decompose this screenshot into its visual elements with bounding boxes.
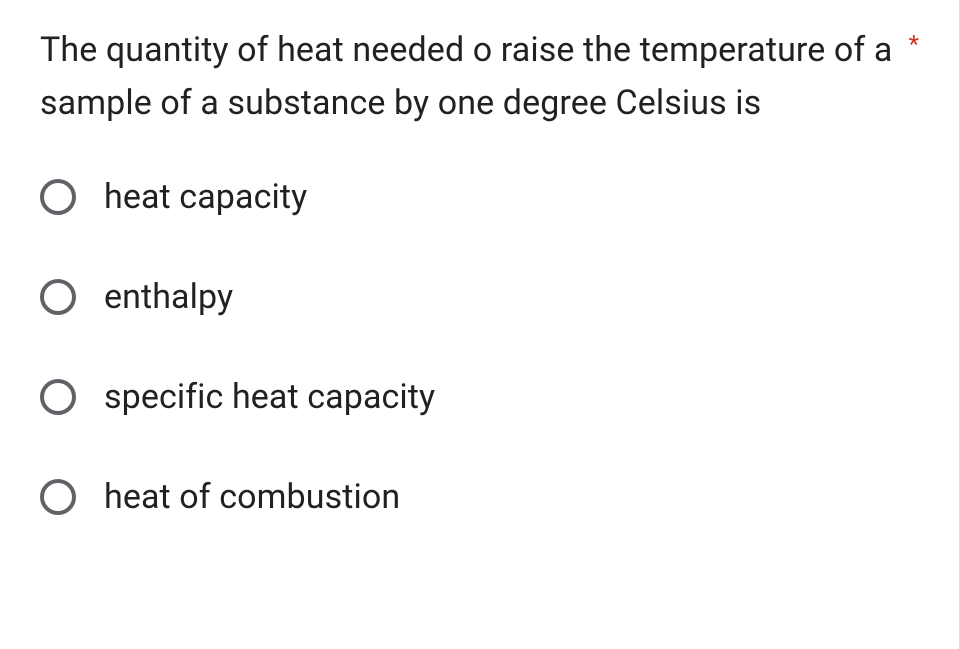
option-label: heat capacity (104, 177, 307, 217)
radio-icon[interactable] (40, 479, 76, 515)
question-card: The quantity of heat needed o raise the … (0, 0, 960, 649)
question-text: The quantity of heat needed o raise the … (40, 24, 901, 129)
option-specific-heat-capacity[interactable]: specific heat capacity (40, 377, 919, 417)
option-heat-of-combustion[interactable]: heat of combustion (40, 477, 919, 517)
options-group: heat capacity enthalpy specific heat cap… (40, 177, 919, 517)
radio-icon[interactable] (40, 179, 76, 215)
required-star-icon: * (909, 32, 919, 56)
option-heat-capacity[interactable]: heat capacity (40, 177, 919, 217)
radio-icon[interactable] (40, 379, 76, 415)
radio-icon[interactable] (40, 279, 76, 315)
option-label: heat of combustion (104, 477, 400, 517)
option-enthalpy[interactable]: enthalpy (40, 277, 919, 317)
question-row: The quantity of heat needed o raise the … (40, 24, 919, 129)
option-label: enthalpy (104, 277, 233, 317)
option-label: specific heat capacity (104, 377, 435, 417)
